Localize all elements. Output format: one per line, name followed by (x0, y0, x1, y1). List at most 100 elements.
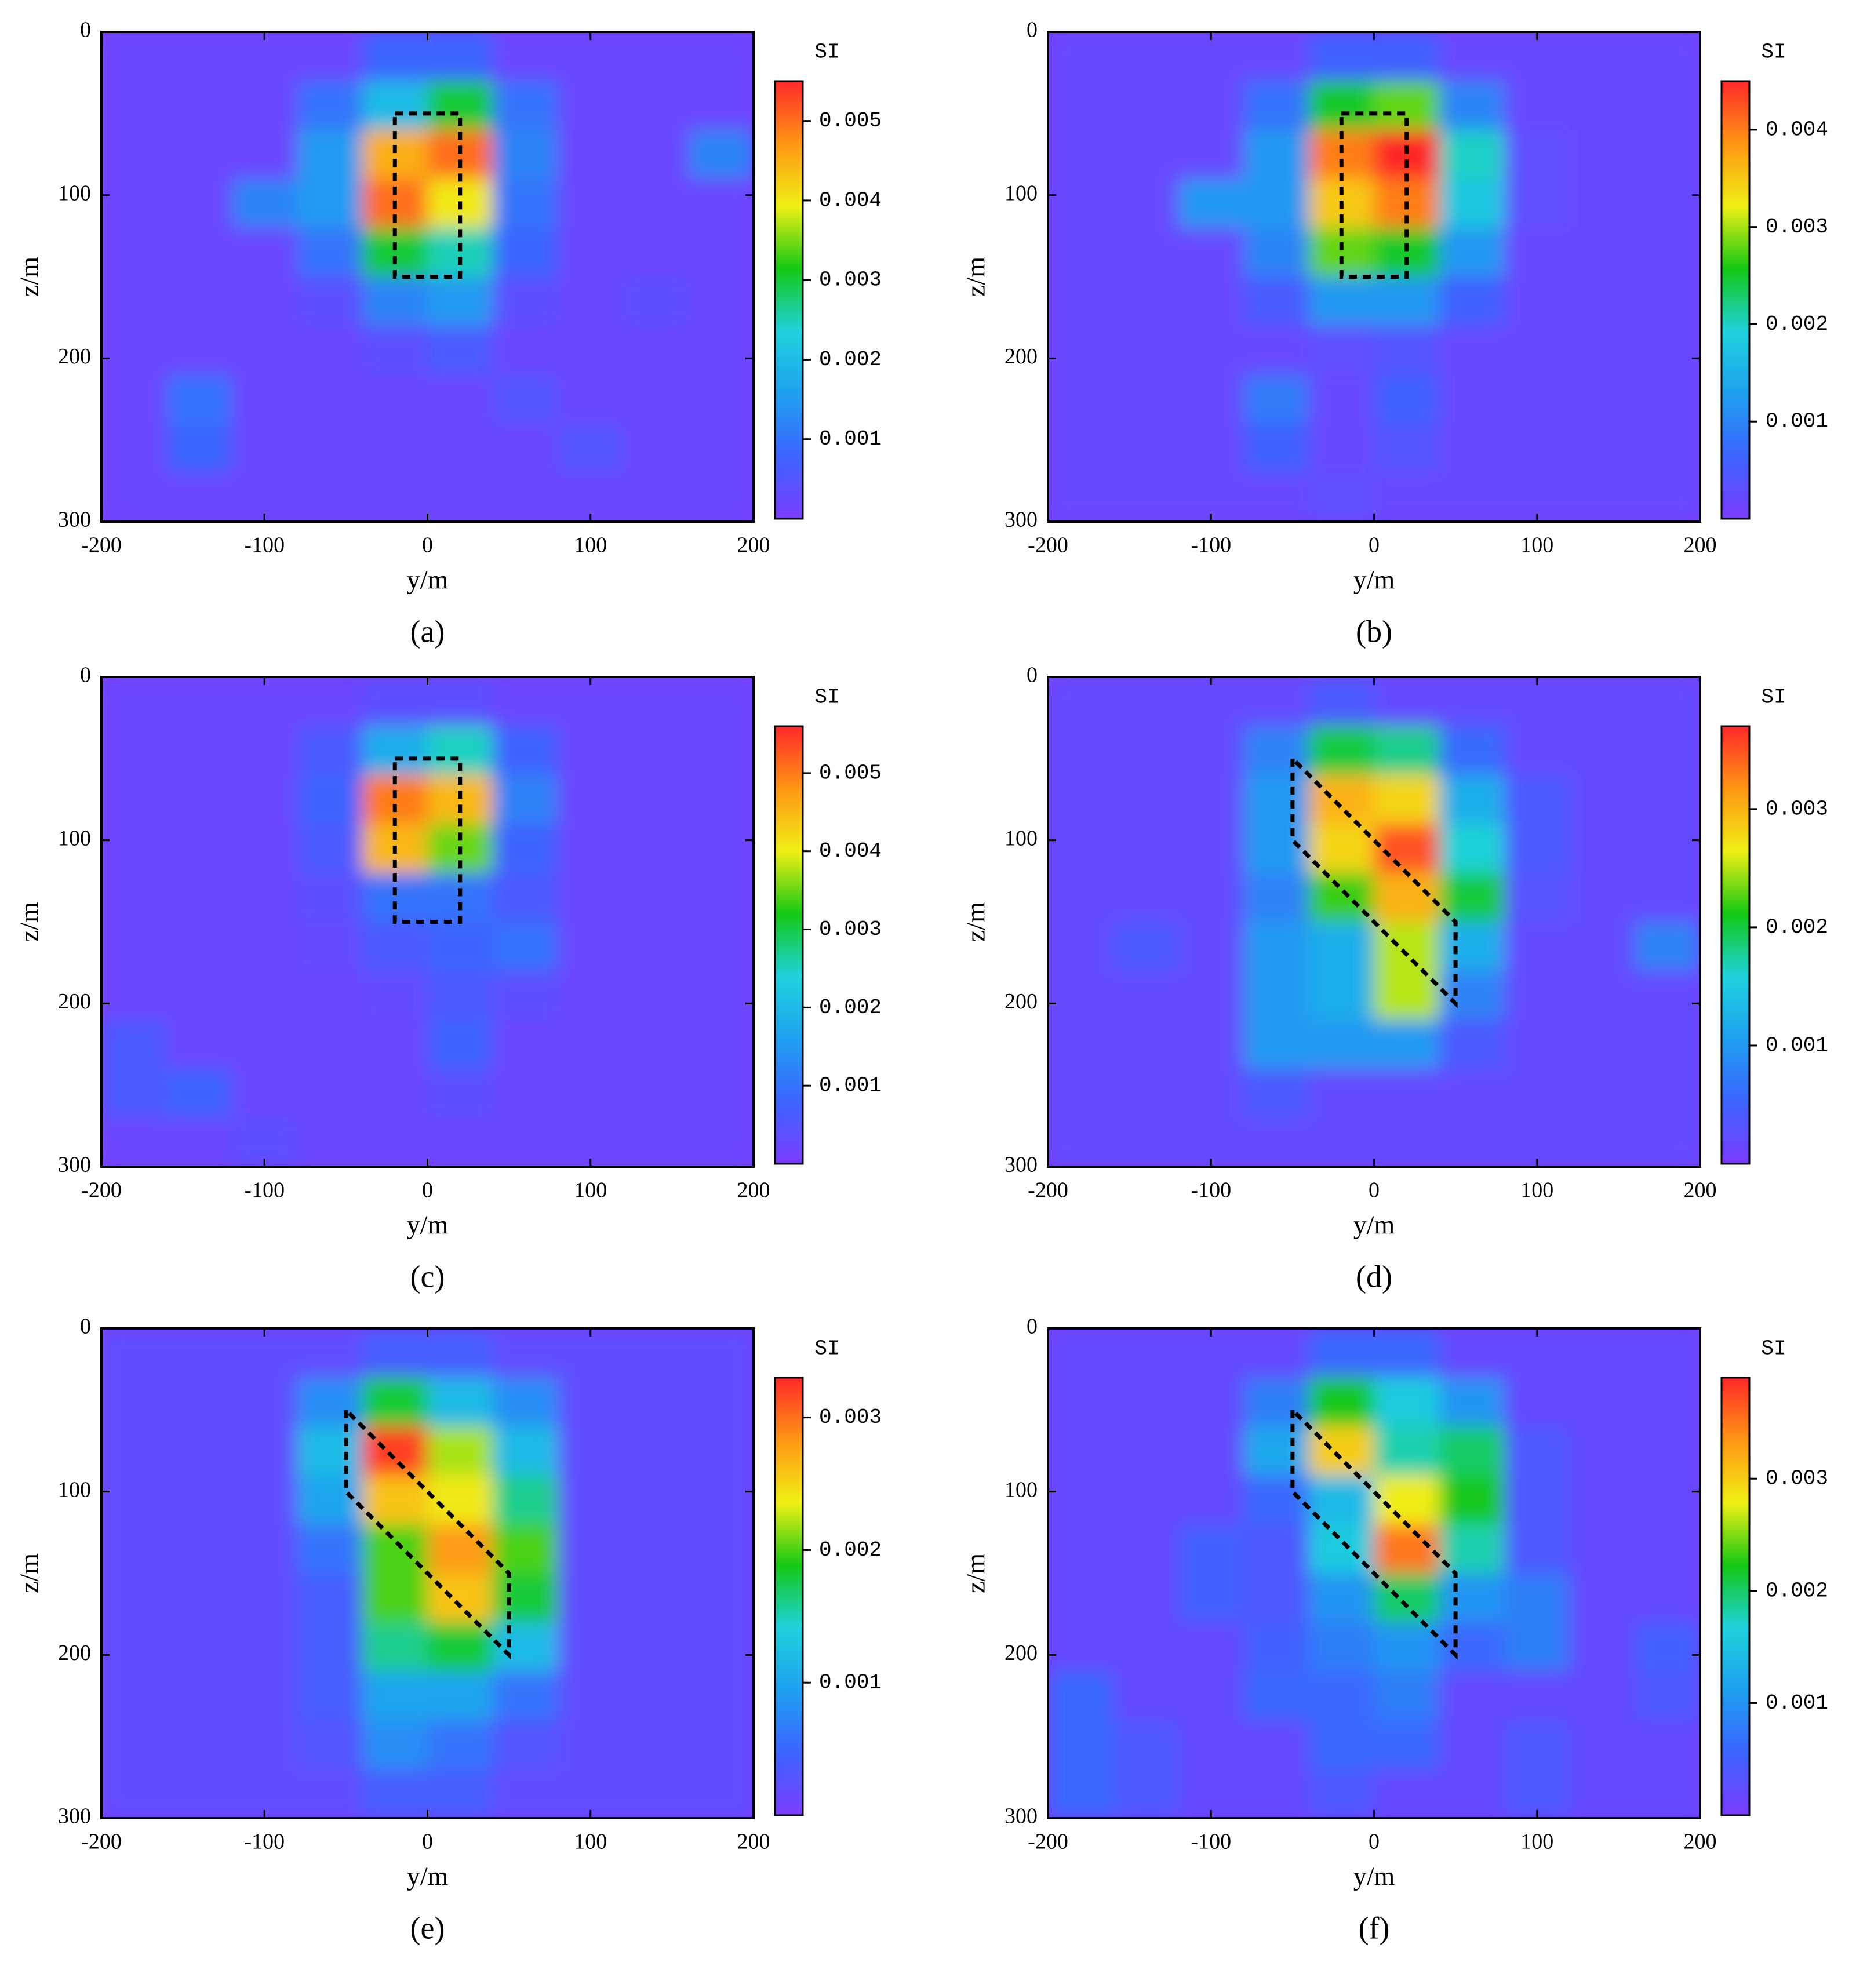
panel-caption: (a) (410, 614, 445, 649)
x-axis-label: y/m (407, 1210, 449, 1240)
heat-cell (1113, 374, 1179, 424)
heat-cell (297, 472, 363, 522)
heat-cell (232, 1573, 298, 1623)
heat-cell (1243, 81, 1309, 130)
heat-cell (1048, 1671, 1114, 1721)
heat-cell (688, 677, 754, 727)
heat-cell (1178, 130, 1244, 180)
heat-cell (1178, 1426, 1244, 1476)
heat-cell (1048, 1069, 1114, 1119)
heat-cell (1243, 1720, 1309, 1770)
heat-cell (558, 1671, 624, 1721)
heat-cell (1439, 1475, 1505, 1525)
heat-cell (427, 677, 493, 727)
heat-cell (1309, 1117, 1375, 1167)
x-tick-label: 200 (1684, 1830, 1717, 1854)
heat-cell (297, 1426, 363, 1476)
heat-cell (362, 971, 428, 1021)
heat-cell (1374, 1020, 1440, 1069)
heat-cell (558, 1020, 624, 1069)
heat-cell (1504, 1475, 1570, 1525)
heat-cell (558, 472, 624, 522)
heat-cell (1504, 81, 1570, 130)
heat-cell (166, 922, 232, 971)
heat-cell (1048, 32, 1114, 82)
heat-cell (1113, 228, 1179, 278)
heat-cell (166, 1475, 232, 1525)
colorbar-tick-label: 0.001 (819, 427, 882, 451)
y-tick-label: 200 (58, 344, 91, 369)
x-tick-label: 200 (1684, 533, 1717, 558)
colorbar-tick-label: 0.005 (819, 109, 882, 133)
heat-cell (427, 1475, 493, 1525)
heat-cell (232, 1069, 298, 1119)
heat-cell (1504, 775, 1570, 825)
heat-cell (1570, 1377, 1636, 1427)
model-outline (1290, 1405, 1458, 1660)
x-tick-label: 100 (574, 1830, 607, 1854)
heat-cell (1570, 424, 1636, 474)
heat-cell (232, 472, 298, 522)
heat-cell (1504, 130, 1570, 180)
heat-cell (493, 1671, 559, 1721)
heat-cell (558, 276, 624, 326)
heat-cell (297, 775, 363, 825)
x-tick-label: 100 (1520, 1178, 1553, 1203)
heat-cell (688, 1475, 754, 1525)
heat-cell (166, 1769, 232, 1818)
heat-cell (1243, 326, 1309, 376)
colorbar-label: SI (1761, 1337, 1786, 1361)
heat-cell (1504, 1622, 1570, 1672)
heat-cell (427, 472, 493, 522)
heat-cell (427, 1720, 493, 1770)
heat-cell (1309, 726, 1375, 775)
heat-cell (101, 1020, 168, 1069)
heat-cell (166, 1426, 232, 1476)
x-tick-label: -200 (81, 1178, 122, 1203)
heat-cell (427, 1377, 493, 1427)
heat-cell (558, 1475, 624, 1525)
heat-cell (1635, 677, 1700, 727)
heatmap-cells (1048, 32, 1700, 522)
heat-cell (1374, 775, 1440, 825)
heat-cell (1635, 424, 1700, 474)
heat-cell (623, 130, 689, 180)
heat-cell (427, 1328, 493, 1378)
colorbar (774, 725, 804, 1165)
heat-cell (1243, 130, 1309, 180)
heat-cell (623, 1769, 689, 1818)
heat-cell (1113, 1671, 1179, 1721)
x-tick-label: -100 (244, 1830, 285, 1854)
model-outline (344, 1405, 511, 1660)
heat-cell (558, 326, 624, 376)
heat-cell (1439, 1069, 1505, 1119)
heat-cell (1439, 1524, 1505, 1574)
heat-cell (362, 276, 428, 326)
heat-cell (623, 1720, 689, 1770)
heat-cell (101, 873, 168, 923)
heat-cell (1635, 824, 1700, 873)
model-outline (1339, 111, 1409, 279)
heat-cell (1048, 228, 1114, 278)
heat-cell (166, 873, 232, 923)
heat-cell (1374, 424, 1440, 474)
heat-cell (362, 1573, 428, 1623)
heat-cell (1504, 677, 1570, 727)
heat-cell (232, 1524, 298, 1574)
heat-cell (1374, 1720, 1440, 1770)
colorbar-tick-label: 0.005 (819, 761, 882, 785)
heat-cell (1439, 32, 1505, 82)
heat-cell (558, 1426, 624, 1476)
heat-cell (427, 1671, 493, 1721)
heat-cell (1374, 472, 1440, 522)
heat-cell (166, 677, 232, 727)
x-axis-label: y/m (1353, 565, 1395, 595)
heat-cell (101, 228, 168, 278)
heat-cell (558, 1069, 624, 1119)
heat-cell (1504, 873, 1570, 923)
heat-cell (1635, 1573, 1700, 1623)
heat-cell (688, 726, 754, 775)
x-tick-label: 0 (1369, 1830, 1380, 1854)
heat-cell (1504, 1426, 1570, 1476)
heat-cell (623, 775, 689, 825)
